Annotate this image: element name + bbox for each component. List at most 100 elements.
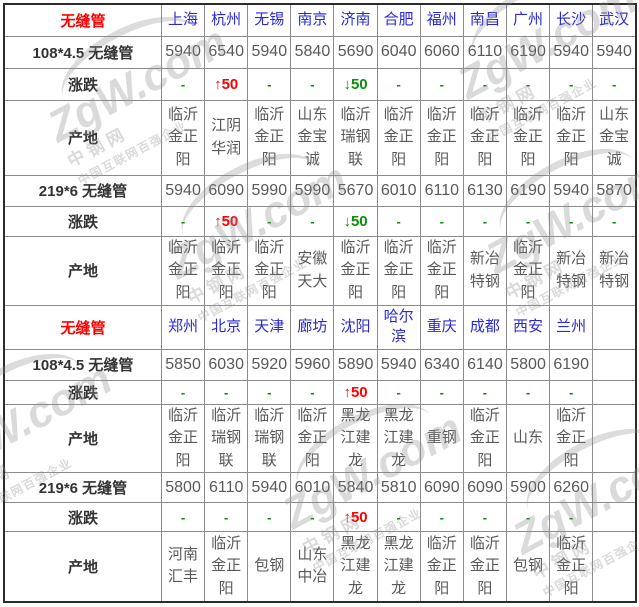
data-row: 产地 临沂金正阳 江阴华润 临沂金正阳 山东金宝诚 临沂瑞钢联 临沂金正阳 临沂金正阳 临沂金正…	[3, 99, 637, 176]
change-cell: -	[290, 379, 335, 405]
change-cell: ↑50	[333, 502, 378, 532]
city-link[interactable]: 武汉	[592, 3, 637, 37]
price-cell: 5990	[247, 174, 292, 207]
city-link[interactable]: 廊坊	[290, 304, 335, 350]
change-cell: -	[505, 379, 551, 405]
data-row: 产地 临沂金正阳 临沂金正阳 临沂金正阳 安徽天大 临沂金正阳 临沂金正阳 临沂金正阳 新冶特钢…	[3, 235, 637, 306]
city-link[interactable]: 合肥	[376, 3, 421, 37]
origin-cell: 河南汇丰	[160, 531, 206, 602]
empty-cell	[592, 379, 637, 405]
origin-cell: 临沂金正阳	[462, 531, 507, 602]
price-cell: 5800	[505, 348, 551, 381]
price-cell: 5940	[160, 35, 206, 69]
change-cell: -	[160, 502, 206, 532]
origin-cell: 临沂金正阳	[333, 235, 378, 306]
row-label: 涨跌	[3, 205, 162, 237]
city-link[interactable]: 郑州	[160, 304, 206, 350]
change-cell: -	[247, 205, 292, 237]
city-link[interactable]: 天津	[247, 304, 292, 350]
city-link[interactable]: 成都	[462, 304, 507, 350]
change-cell: -	[419, 67, 464, 101]
origin-cell: 包钢	[247, 531, 292, 602]
city-link[interactable]: 杭州	[204, 3, 249, 37]
city-link[interactable]: 南昌	[462, 3, 507, 37]
change-cell: -	[376, 67, 421, 101]
row-label: 产地	[3, 403, 162, 473]
city-link[interactable]: 长沙	[549, 3, 594, 37]
price-cell: 5920	[247, 348, 292, 381]
change-cell: -	[419, 502, 464, 532]
origin-cell: 黑龙江建龙	[333, 403, 378, 473]
city-link[interactable]: 北京	[204, 304, 249, 350]
origin-cell: 临沂瑞钢联	[333, 99, 378, 176]
city-link[interactable]: 广州	[505, 3, 551, 37]
city-link[interactable]: 沈阳	[333, 304, 378, 350]
price-cell: 6110	[462, 35, 507, 69]
price-cell: 6090	[462, 472, 507, 503]
origin-cell: 临沂金正阳	[549, 531, 594, 602]
city-link[interactable]: 无锡	[247, 3, 292, 37]
price-cell: 6190	[549, 348, 594, 381]
price-cell: 6040	[376, 35, 421, 69]
change-cell: -	[247, 379, 292, 405]
change-cell: -	[592, 67, 637, 101]
price-cell: 6130	[462, 174, 507, 207]
row-label: 108*4.5 无缝管	[3, 35, 162, 69]
price-cell: 5940	[247, 472, 292, 503]
section-header-row: 无缝管 郑州 北京 天津 廊坊 沈阳 哈尔滨 重庆 成都 西安 兰州	[3, 304, 637, 350]
origin-cell: 临沂瑞钢联	[247, 403, 292, 473]
price-cell: 5940	[247, 35, 292, 69]
change-cell: -	[419, 205, 464, 237]
change-cell: -	[376, 379, 421, 405]
change-cell: -	[204, 379, 249, 405]
price-cell: 5870	[592, 174, 637, 207]
city-link[interactable]: 南京	[290, 3, 335, 37]
origin-cell: 临沂金正阳	[247, 235, 292, 306]
price-cell: 5940	[549, 35, 594, 69]
origin-cell: 临沂金正阳	[505, 235, 551, 306]
change-cell: -	[160, 379, 206, 405]
row-label: 产地	[3, 531, 162, 602]
price-cell: 6190	[505, 174, 551, 207]
price-cell: 6540	[204, 35, 249, 69]
empty-cell	[592, 304, 637, 350]
section-title: 无缝管	[3, 3, 162, 37]
origin-cell: 临沂瑞钢联	[204, 403, 249, 473]
city-link[interactable]: 西安	[505, 304, 551, 350]
change-cell: -	[549, 205, 594, 237]
change-cell: -	[462, 205, 507, 237]
city-link[interactable]: 重庆	[419, 304, 464, 350]
change-cell: -	[549, 502, 594, 532]
row-label: 涨跌	[3, 379, 162, 405]
city-link[interactable]: 福州	[419, 3, 464, 37]
empty-cell	[592, 403, 637, 473]
city-link[interactable]: 上海	[160, 3, 206, 37]
city-link[interactable]: 兰州	[549, 304, 594, 350]
origin-cell: 新冶特钢	[592, 235, 637, 306]
row-label: 219*6 无缝管	[3, 472, 162, 503]
data-row: 219*6 无缝管 5940 6090 5990 5990 5670 6010 6110 613…	[3, 174, 637, 207]
row-label: 产地	[3, 235, 162, 306]
price-cell: 5670	[333, 174, 378, 207]
data-row: 108*4.5 无缝管 5850 6030 5920 5960 5890 5940 6340 6…	[3, 348, 637, 381]
change-cell: -	[462, 502, 507, 532]
origin-cell: 安徽天大	[290, 235, 335, 306]
origin-cell: 黑龙江建龙	[376, 531, 421, 602]
price-cell: 5940	[549, 174, 594, 207]
price-cell: 5810	[376, 472, 421, 503]
change-cell: -	[247, 502, 292, 532]
origin-cell: 临沂金正阳	[505, 99, 551, 176]
city-link[interactable]: 哈尔滨	[376, 304, 421, 350]
origin-cell: 临沂金正阳	[160, 99, 206, 176]
change-cell: -	[505, 67, 551, 101]
origin-cell: 重钢	[419, 403, 464, 473]
origin-cell: 新冶特钢	[462, 235, 507, 306]
origin-cell: 山东中冶	[290, 531, 335, 602]
origin-cell: 临沂金正阳	[160, 403, 206, 473]
price-cell: 6090	[419, 472, 464, 503]
row-label: 108*4.5 无缝管	[3, 348, 162, 381]
city-link[interactable]: 济南	[333, 3, 378, 37]
section-header-row: 无缝管 上海 杭州 无锡 南京 济南 合肥 福州 南昌 广州 长沙 武汉	[3, 3, 637, 37]
origin-cell: 临沂金正阳	[549, 403, 594, 473]
